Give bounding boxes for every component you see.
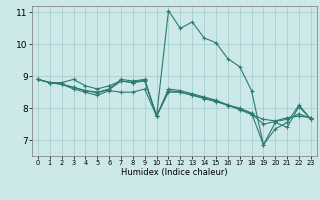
X-axis label: Humidex (Indice chaleur): Humidex (Indice chaleur) bbox=[121, 168, 228, 177]
